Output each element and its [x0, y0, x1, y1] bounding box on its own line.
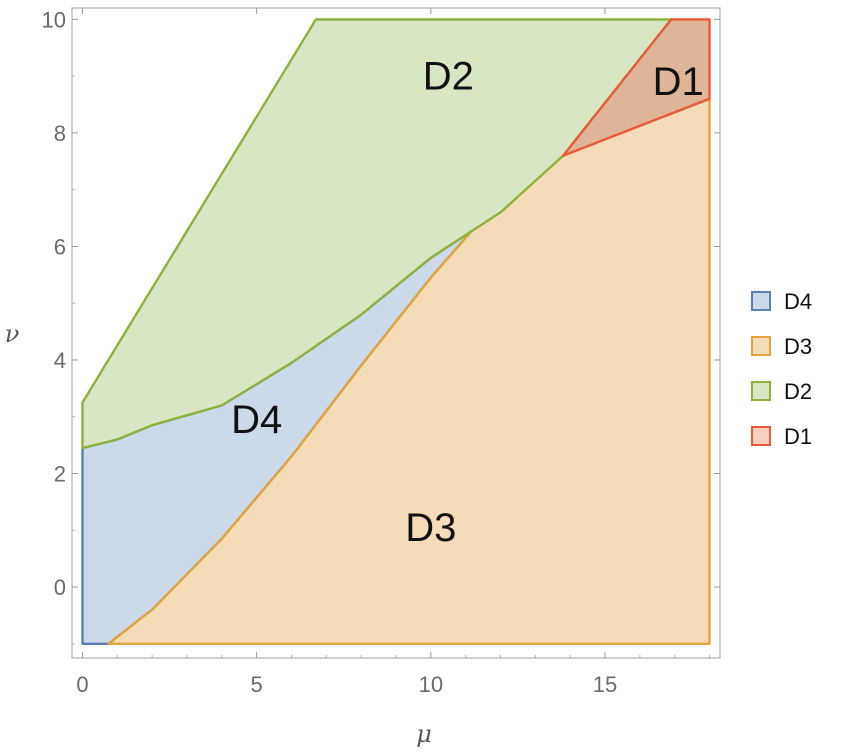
region-label-d4: D4 [231, 398, 282, 442]
region-d2 [81, 18, 673, 450]
x-axis-ticks: 0 5 10 15 [76, 8, 711, 697]
y-axis-label: ν [5, 320, 20, 348]
region-d3 [107, 97, 711, 645]
legend-label-d1: D1 [784, 424, 812, 449]
region-label-d2: D2 [423, 55, 474, 99]
x-tick-label: 15 [593, 672, 617, 697]
x-axis-label: μ [416, 720, 432, 748]
region-label-d3: D3 [405, 506, 456, 550]
y-tick-label: 8 [54, 121, 66, 146]
y-tick-label: 0 [54, 575, 66, 600]
region-d1 [562, 18, 711, 157]
x-tick-label: 10 [419, 672, 443, 697]
legend-label-d4: D4 [784, 289, 812, 314]
legend-swatch-d2 [751, 381, 771, 401]
y-tick-label: 10 [42, 7, 66, 32]
y-tick-label: 2 [54, 462, 66, 487]
x-tick-label: 0 [76, 672, 88, 697]
y-axis-ticks: 0 2 4 6 8 10 [42, 7, 720, 645]
regions-layer [81, 18, 711, 645]
y-tick-label: 6 [54, 234, 66, 259]
region-label-d1: D1 [653, 60, 704, 104]
legend-label-d3: D3 [784, 334, 812, 359]
legend-swatch-d1 [751, 426, 771, 446]
legend-swatch-d4 [751, 291, 771, 311]
legend: D4 D3 D2 D1 [751, 289, 812, 449]
legend-swatch-d3 [751, 336, 771, 356]
region-labels: D4 D3 D2 D1 [231, 55, 704, 550]
legend-label-d2: D2 [784, 379, 812, 404]
y-tick-label: 4 [54, 348, 66, 373]
x-tick-label: 5 [251, 672, 263, 697]
